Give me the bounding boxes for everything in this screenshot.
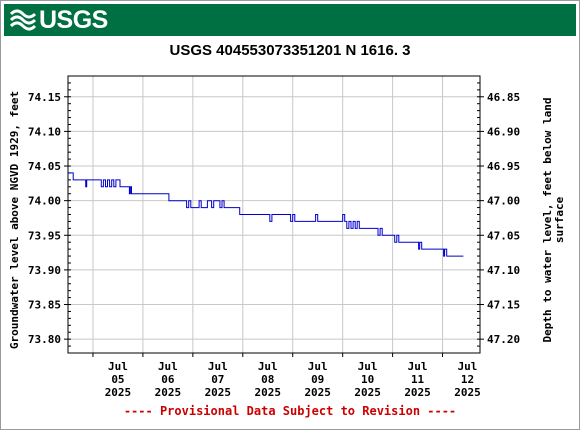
x-tick-label: 07 [211,373,224,386]
y-tick-label-right: 46.95 [487,160,520,173]
x-tick-label: Jul [158,360,178,373]
left-axis-label: Groundwater level above NGVD 1929, feet [8,91,21,349]
y-tick-label-left: 73.80 [28,333,61,346]
groundwater-level-line [68,172,464,257]
usgs-logo[interactable]: USGS [9,5,108,36]
x-tick-label: 12 [461,373,474,386]
y-tick-label-right: 47.20 [487,333,520,346]
x-tick-label: 09 [311,373,324,386]
x-tick-label: Jul [258,360,278,373]
y-tick-label-left: 73.85 [28,299,61,312]
y-tick-label-right: 46.90 [487,125,520,138]
x-tick-label: 05 [111,373,124,386]
x-tick-label: Jul [308,360,328,373]
x-tick-label: 08 [261,373,274,386]
x-tick-label: 10 [361,373,374,386]
x-ticks: Jul052025Jul062025Jul072025Jul082025Jul0… [92,353,481,399]
y-tick-label-left: 74.00 [28,195,61,208]
x-tick-label: 2025 [155,386,182,399]
grid-lines [68,76,480,353]
y-tick-label-left: 73.90 [28,264,61,277]
usgs-wave-icon [9,5,37,36]
chart-title: USGS 404553073351201 N 1616. 3 [169,42,411,59]
y-tick-label-right: 47.15 [487,299,520,312]
x-tick-label: Jul [108,360,128,373]
x-tick-label: Jul [358,360,378,373]
y-tick-label-right: 46.85 [487,91,520,104]
y-tick-label-right: 47.10 [487,264,520,277]
x-tick-label: 2025 [454,386,481,399]
y-tick-label-left: 74.10 [28,125,61,138]
x-tick-label: Jul [458,360,478,373]
y-tick-label-left: 74.05 [28,160,61,173]
x-tick-label: Jul [408,360,428,373]
y-tick-label-right: 47.05 [487,229,520,242]
right-axis-label-line-2: surface [553,196,566,243]
right-y-ticks: 46.85 46.90 46.95 47.00 47.05 47.10 47.15 47.20 [477,82,520,347]
y-tick-label-left: 74.15 [28,91,61,104]
provisional-data-notice: ---- Provisional Data Subject to Revisio… [123,404,457,418]
x-tick-label: 11 [411,373,425,386]
series-group [68,172,464,257]
y-tick-label-left: 73.95 [28,229,61,242]
x-tick-label: 2025 [255,386,282,399]
usgs-logo-text: USGS [39,5,108,34]
usgs-banner: USGS [4,4,576,36]
x-tick-label: 2025 [404,386,431,399]
x-tick-label: 2025 [205,386,232,399]
x-tick-label: 2025 [304,386,331,399]
x-tick-label: 2025 [354,386,381,399]
x-tick-label: 06 [161,373,175,386]
left-y-ticks: 74.15 74.10 74.05 74.00 73.95 73.90 73.85 73.80 [28,82,71,347]
y-tick-label-right: 47.00 [487,195,520,208]
x-tick-label: Jul [208,360,228,373]
right-axis-label-line-1: Depth to water level, feet below land [541,97,554,342]
x-tick-label: 2025 [105,386,132,399]
